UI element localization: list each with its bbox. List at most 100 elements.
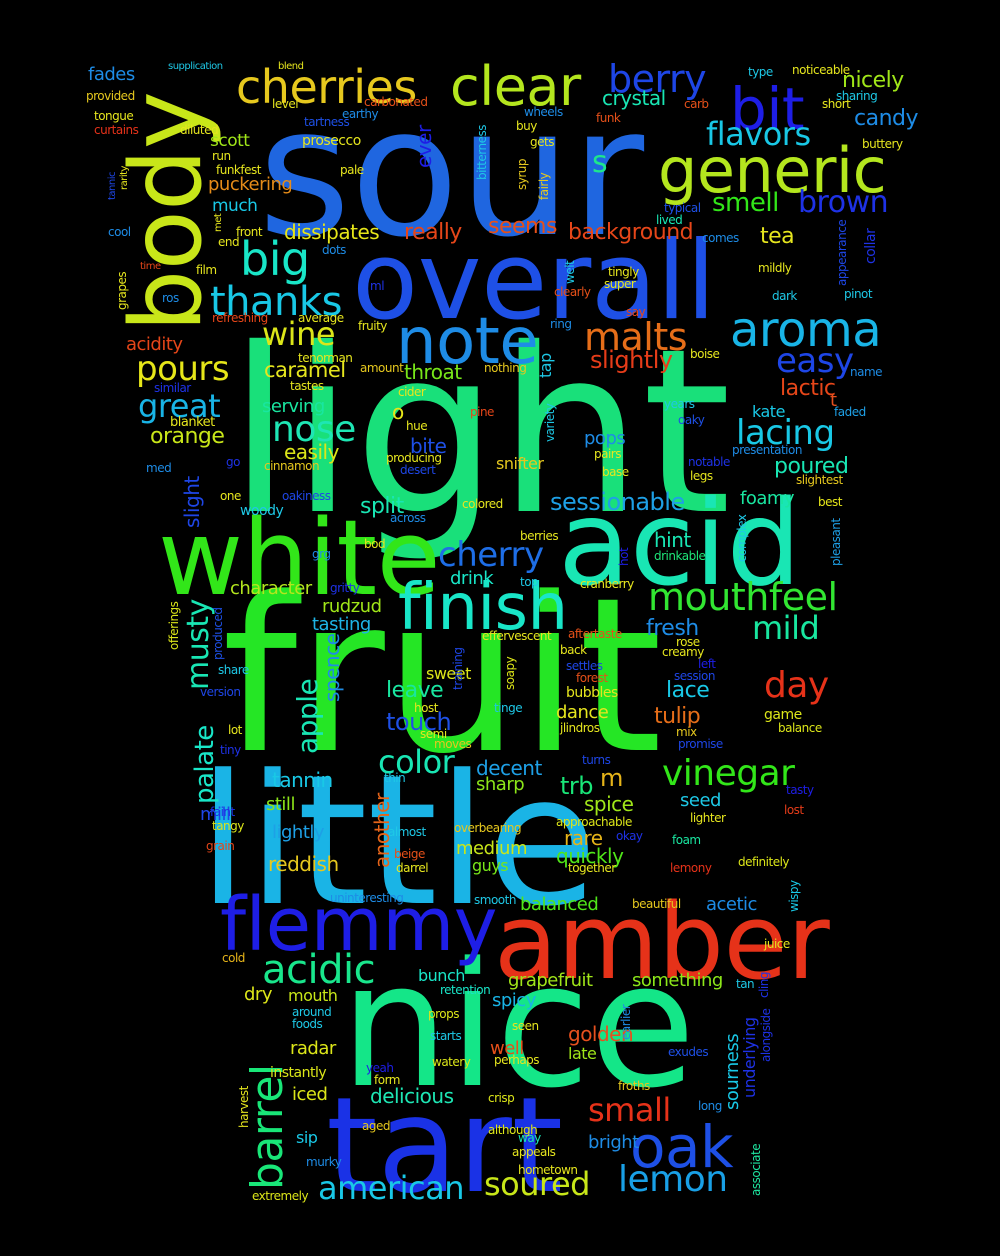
word-tiny: tiny <box>220 743 241 757</box>
word-base: base <box>602 465 629 479</box>
word-although: although <box>488 1123 538 1137</box>
word-wispy: wispy <box>787 880 801 912</box>
word-flemmy: flemmy <box>220 882 498 968</box>
word-crisp: crisp <box>488 1091 515 1105</box>
word-drinkable: drinkable <box>654 549 706 563</box>
word-acetic: acetic <box>706 894 757 915</box>
word-tasty: tasty <box>786 783 814 797</box>
word-across: across <box>390 511 426 525</box>
word-sharp: sharp <box>476 774 525 795</box>
word-tinge: tinge <box>494 701 523 715</box>
word-turns: turns <box>582 753 611 767</box>
word-pinot: pinot <box>844 287 873 301</box>
word-earlier: earlier <box>619 1004 633 1040</box>
word-orange: orange <box>150 424 225 449</box>
word-sessionable: sessionable <box>550 488 685 516</box>
word-prosecco: prosecco <box>302 133 361 149</box>
word-version: version <box>200 685 241 699</box>
word-go: go <box>226 455 240 469</box>
word-host: host <box>414 701 438 715</box>
word-easily: easily <box>284 440 339 464</box>
word-long: long <box>698 1099 722 1113</box>
word-overbearing: overbearing <box>454 821 522 835</box>
word-berries: berries <box>520 529 559 543</box>
word-appearance: appearance <box>835 219 849 286</box>
word-rudzud: rudzud <box>322 596 382 617</box>
word-throat: throat <box>404 360 462 384</box>
word-welt: welt <box>563 260 577 284</box>
word-soapy: soapy <box>503 656 517 690</box>
word-barrel: barrel <box>242 1064 293 1190</box>
word-apple: apple <box>291 678 324 754</box>
word-bright: bright <box>588 1132 639 1153</box>
word-nose: nose <box>272 409 356 450</box>
word-fruit: fruit <box>222 552 662 801</box>
word-props: props <box>428 1007 460 1021</box>
word-poured: poured <box>774 454 849 479</box>
word-great: great <box>138 387 221 425</box>
word-lemon: lemon <box>618 1159 728 1200</box>
word-foam: foam <box>672 833 701 847</box>
word-mix: mix <box>676 725 697 739</box>
word-puckering: puckering <box>208 174 293 195</box>
word-ring: ring <box>550 317 572 331</box>
word-t: t <box>830 390 837 411</box>
word-trb: trb <box>560 772 594 800</box>
word-amount: amount <box>360 361 404 375</box>
word-syrup: syrup <box>515 158 529 190</box>
word-way: way <box>518 1131 541 1145</box>
word-guys: guys <box>472 856 509 875</box>
word-crystal: crystal <box>602 86 666 110</box>
word-pours: pours <box>136 349 230 389</box>
word-scott: scott <box>210 131 250 151</box>
word-tap: tap <box>536 353 555 378</box>
word-hometown: hometown <box>518 1163 578 1177</box>
word-well: well <box>490 1038 524 1059</box>
word-noticeable: noticeable <box>792 63 850 77</box>
word-rose: rose <box>676 635 700 649</box>
word-acidity: acidity <box>126 334 183 355</box>
word-seems: seems <box>488 214 557 239</box>
word-mild: mild <box>752 609 820 647</box>
word-much: much <box>212 196 258 216</box>
word-similar: similar <box>154 381 191 395</box>
word-starts: starts <box>430 1029 462 1043</box>
word-presentation: presentation <box>732 443 802 457</box>
word-top: top <box>520 575 539 589</box>
word-mill: mill <box>200 804 231 825</box>
word-day: day <box>764 665 829 706</box>
word-type: type <box>748 65 773 79</box>
word-character: character <box>230 578 312 599</box>
word-tannin: tannin <box>272 768 333 792</box>
word-acidic: acidic <box>262 947 376 993</box>
word-effervescent: effervescent <box>482 629 552 643</box>
word-dots: dots <box>322 243 346 257</box>
word-curtains: curtains <box>94 123 139 137</box>
word-gritty: gritty <box>330 581 360 595</box>
word-malts: malts <box>584 315 688 359</box>
word-settles: settles <box>566 659 603 673</box>
word-nothing: nothing <box>484 361 527 375</box>
word-one: one <box>220 489 241 503</box>
word-collar: collar <box>863 228 879 264</box>
word-hot: hot <box>617 547 631 566</box>
word-produced: produced <box>211 607 225 660</box>
word-mouthfeel: mouthfeel <box>648 575 838 619</box>
word-leave: leave <box>386 678 444 703</box>
word-fresh: fresh <box>646 616 699 641</box>
word-touch: touch <box>386 708 452 736</box>
word-color: color <box>378 743 455 781</box>
word-fruity: fruity <box>358 319 387 333</box>
word-tulip: tulip <box>654 704 701 729</box>
word-serving: serving <box>262 396 325 417</box>
word-seen: seen <box>512 1019 539 1033</box>
word-beige: beige <box>394 847 425 861</box>
word-really: really <box>404 220 462 245</box>
word-m: m <box>600 764 623 792</box>
word-offerings: offerings <box>167 601 181 650</box>
word-aged: aged <box>362 1119 390 1133</box>
word-brown: brown <box>798 185 889 220</box>
word-spence: spence <box>320 633 344 702</box>
word-instantly: instantly <box>270 1065 327 1081</box>
